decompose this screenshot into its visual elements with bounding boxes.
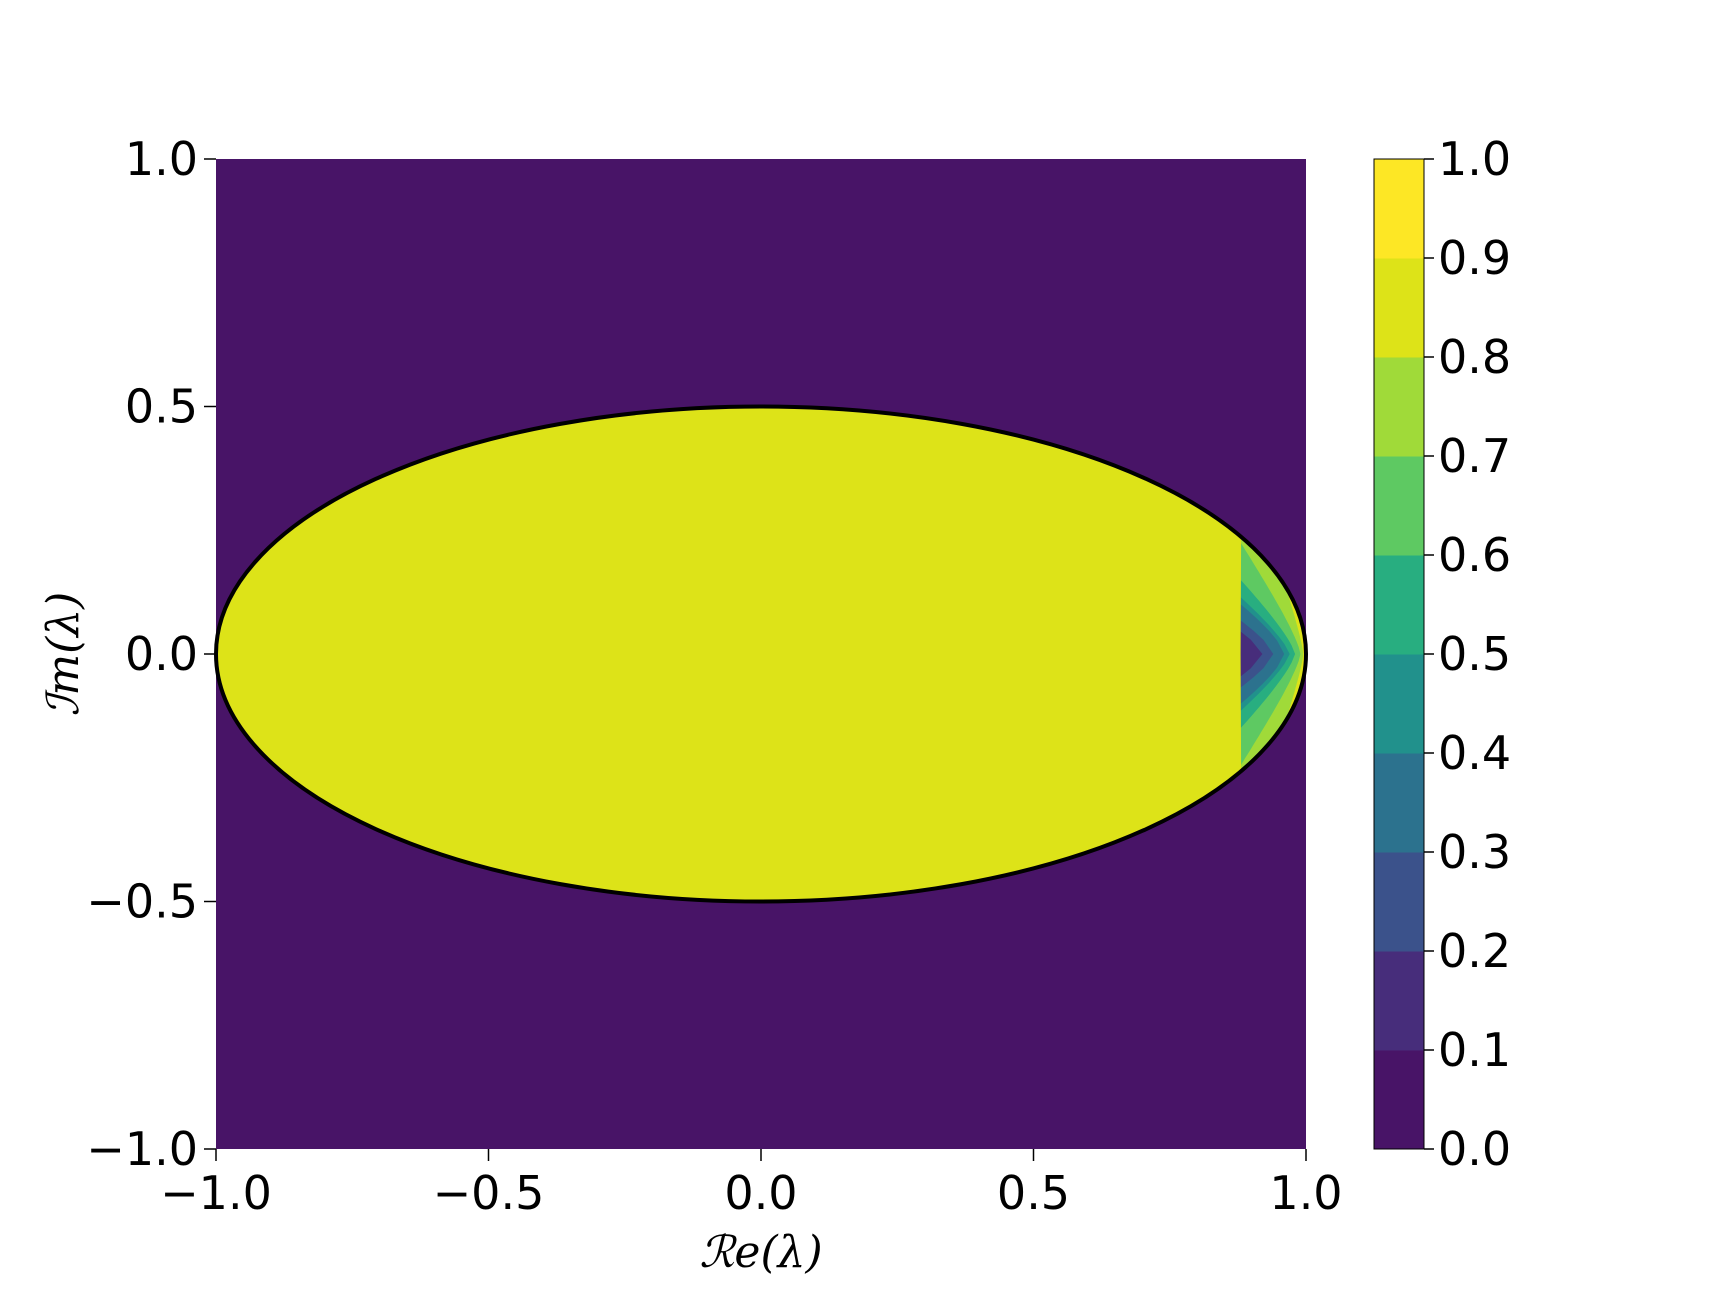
colorbar-segment <box>1374 654 1424 754</box>
y-axis: −1.0 −0.5 0.0 0.5 1.0 <box>86 132 216 1176</box>
colorbar-tick-label: 0.8 <box>1438 330 1511 384</box>
colorbar-tick-label: 0.0 <box>1438 1122 1511 1176</box>
y-axis-label: ℐm(λ) <box>38 592 89 717</box>
contour-band-0.8 <box>216 406 1306 902</box>
x-tick-label: −0.5 <box>433 1166 545 1220</box>
y-tick-label: 0.5 <box>125 380 198 434</box>
y-tick-label: −1.0 <box>86 1122 198 1176</box>
colorbar-segment <box>1374 357 1424 457</box>
colorbar-tick-label: 1.0 <box>1438 132 1511 186</box>
colorbar-segment <box>1374 456 1424 556</box>
x-axis: −1.0 −0.5 0.0 0.5 1.0 <box>160 1149 1343 1220</box>
colorbar-tick-label: 0.5 <box>1438 627 1511 681</box>
x-axis-label: ℛe(λ) <box>699 1227 822 1278</box>
y-tick-label: 0.0 <box>125 627 198 681</box>
contour-bands <box>216 406 1306 902</box>
colorbar-segment <box>1374 753 1424 853</box>
x-tick-label: −1.0 <box>160 1166 272 1220</box>
colorbar-tick-label: 0.6 <box>1438 528 1511 582</box>
colorbar-segment <box>1374 258 1424 358</box>
colorbar-segment <box>1374 555 1424 655</box>
colorbar: 0.0 0.1 0.2 0.3 0.4 0.5 0.6 0.7 0.8 0.9 1.0 <box>1373 132 1511 1176</box>
colorbar-tick-label: 0.9 <box>1438 231 1511 285</box>
colorbar-tick-label: 0.3 <box>1438 825 1511 879</box>
x-tick-label: 0.5 <box>997 1166 1070 1220</box>
colorbar-tick-label: 0.7 <box>1438 429 1511 483</box>
y-tick-label: −0.5 <box>86 875 198 929</box>
colorbar-segment <box>1374 951 1424 1051</box>
y-tick-label: 1.0 <box>125 132 198 186</box>
colorbar-tick-label: 0.2 <box>1438 924 1511 978</box>
colorbar-segment <box>1374 852 1424 952</box>
x-tick-label: 0.0 <box>724 1166 797 1220</box>
colorbar-tick-label: 0.1 <box>1438 1023 1511 1077</box>
x-tick-label: 1.0 <box>1269 1166 1342 1220</box>
colorbar-tick-label: 0.4 <box>1438 726 1511 780</box>
colorbar-segment <box>1374 159 1424 259</box>
colorbar-segment <box>1374 1050 1424 1150</box>
